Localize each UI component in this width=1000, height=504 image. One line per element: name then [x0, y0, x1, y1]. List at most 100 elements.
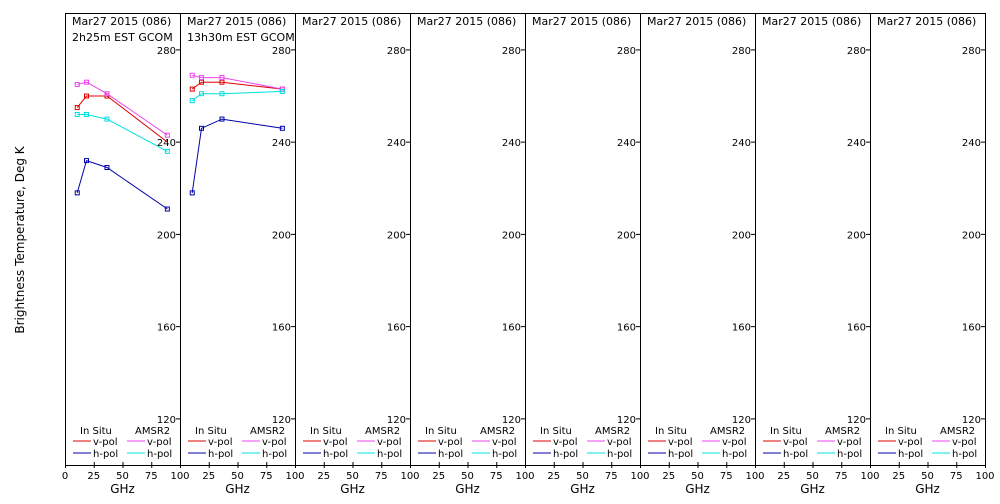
- y-tick-label: 120: [962, 415, 981, 426]
- series-line: [191, 90, 283, 102]
- legend-label-amsr2-h-pol: h-pol: [607, 449, 632, 460]
- x-tick-label: 100: [400, 471, 419, 482]
- x-axis-label: GHz: [455, 482, 480, 496]
- legend-label-amsr2-h-pol: h-pol: [722, 449, 747, 460]
- legend-heading-in-situ: In Situ: [80, 426, 112, 437]
- data-point: [164, 132, 170, 138]
- series-in-situ-h-pol: [74, 158, 170, 212]
- data-point: [279, 88, 285, 94]
- panel-title: Mar27 2015 (086): [532, 15, 631, 28]
- y-axis-label: Brightness Temperature, Deg K: [13, 145, 27, 333]
- legend-heading-in-situ: In Situ: [655, 426, 687, 437]
- legend-heading-amsr2: AMSR2: [595, 426, 630, 437]
- y-tick-label: 280: [962, 46, 981, 57]
- y-tick-label: 240: [732, 138, 751, 149]
- panel-title: Mar27 2015 (086): [877, 15, 976, 28]
- legend-heading-amsr2: AMSR2: [480, 426, 515, 437]
- x-tick-label: 25: [87, 471, 100, 482]
- data-point: [104, 116, 110, 122]
- data-point: [199, 125, 205, 131]
- y-tick-label: 240: [157, 138, 176, 149]
- legend-heading-in-situ: In Situ: [540, 426, 572, 437]
- y-tick-label: 240: [617, 138, 636, 149]
- legend-label-amsr2-h-pol: h-pol: [147, 449, 172, 460]
- series-in-situ-h-pol: [189, 116, 285, 196]
- y-tick-label: 280: [157, 46, 176, 57]
- y-tick-label: 160: [387, 323, 406, 334]
- data-point: [74, 111, 80, 117]
- y-tick-label: 240: [387, 138, 406, 149]
- legend-label-amsr2-h-pol: h-pol: [952, 449, 977, 460]
- legend-heading-amsr2: AMSR2: [135, 426, 170, 437]
- legend-label-amsr2-v-pol: v-pol: [147, 437, 172, 448]
- series-line: [76, 95, 107, 108]
- x-tick-label: 100: [745, 471, 764, 482]
- y-tick-label: 120: [502, 415, 521, 426]
- legend-heading-in-situ: In Situ: [310, 426, 342, 437]
- x-tick-label: 25: [547, 471, 560, 482]
- y-tick-label: 160: [272, 323, 291, 334]
- x-tick-label: 25: [662, 471, 675, 482]
- legend-label-in-situ-h-pol: h-pol: [323, 449, 348, 460]
- legend-label-amsr2-v-pol: v-pol: [377, 437, 402, 448]
- y-tick-label: 280: [617, 46, 636, 57]
- y-tick-label: 280: [732, 46, 751, 57]
- y-tick-label: 120: [847, 415, 866, 426]
- y-tick-label: 160: [732, 323, 751, 334]
- x-tick-label: 50: [921, 471, 934, 482]
- x-tick-label: 50: [346, 471, 359, 482]
- x-tick-label: 25: [892, 471, 905, 482]
- y-tick-label: 240: [502, 138, 521, 149]
- x-axis-label: GHz: [110, 482, 135, 496]
- data-point: [219, 79, 225, 85]
- panel-5: Mar27 2015 (086) 120 160 200 240 280 25 50 75 100…: [525, 13, 650, 496]
- x-tick-label: 75: [145, 471, 158, 482]
- panel-7: Mar27 2015 (086) 120 160 200 240 280 25 50 75 100…: [755, 13, 880, 496]
- x-tick-label: 100: [975, 471, 994, 482]
- y-tick-label: 160: [617, 323, 636, 334]
- legend-label-amsr2-v-pol: v-pol: [837, 437, 862, 448]
- panel-title: Mar27 2015 (086): [417, 15, 516, 28]
- x-tick-label: 50: [576, 471, 589, 482]
- legend-heading-in-situ: In Situ: [885, 426, 917, 437]
- legend-heading-amsr2: AMSR2: [825, 426, 860, 437]
- x-axis-label: GHz: [915, 482, 940, 496]
- data-point: [199, 75, 205, 81]
- panel-subtitle: 13h30m EST GCOM: [187, 31, 295, 44]
- x-tick-label: 100: [515, 471, 534, 482]
- series-amsr2-h-pol: [74, 111, 170, 154]
- panel-6: Mar27 2015 (086) 120 160 200 240 280 25 50 75 100…: [640, 13, 765, 496]
- legend-label-amsr2-h-pol: h-pol: [492, 449, 517, 460]
- y-tick-label: 120: [272, 415, 291, 426]
- legend-label-amsr2-h-pol: h-pol: [837, 449, 862, 460]
- data-point: [74, 190, 80, 196]
- legend-heading-amsr2: AMSR2: [710, 426, 745, 437]
- legend-label-amsr2-h-pol: h-pol: [262, 449, 287, 460]
- data-point: [279, 125, 285, 131]
- x-tick-label: 25: [202, 471, 215, 482]
- y-tick-label: 120: [617, 415, 636, 426]
- panel-subtitle: 2h25m EST GCOM: [72, 31, 173, 44]
- data-point: [189, 98, 195, 104]
- x-tick-label: 75: [950, 471, 963, 482]
- y-tick-label: 200: [157, 230, 176, 241]
- x-tick-label: 50: [691, 471, 704, 482]
- data-point: [219, 75, 225, 81]
- legend-label-amsr2-h-pol: h-pol: [377, 449, 402, 460]
- series-in-situ-v-pol: [74, 93, 110, 111]
- x-tick-label: 50: [806, 471, 819, 482]
- legend-label-in-situ-h-pol: h-pol: [438, 449, 463, 460]
- legend-label-in-situ-v-pol: v-pol: [438, 437, 463, 448]
- panel-4: Mar27 2015 (086) 120 160 200 240 280 25 50 75 100…: [410, 13, 535, 496]
- series-line: [77, 114, 168, 152]
- data-point: [74, 81, 80, 87]
- y-tick-label: 200: [732, 230, 751, 241]
- panels: Mar27 2015 (086) 2h25m EST GCOM 120 160 200 2…: [62, 13, 995, 496]
- legend-label-amsr2-v-pol: v-pol: [952, 437, 977, 448]
